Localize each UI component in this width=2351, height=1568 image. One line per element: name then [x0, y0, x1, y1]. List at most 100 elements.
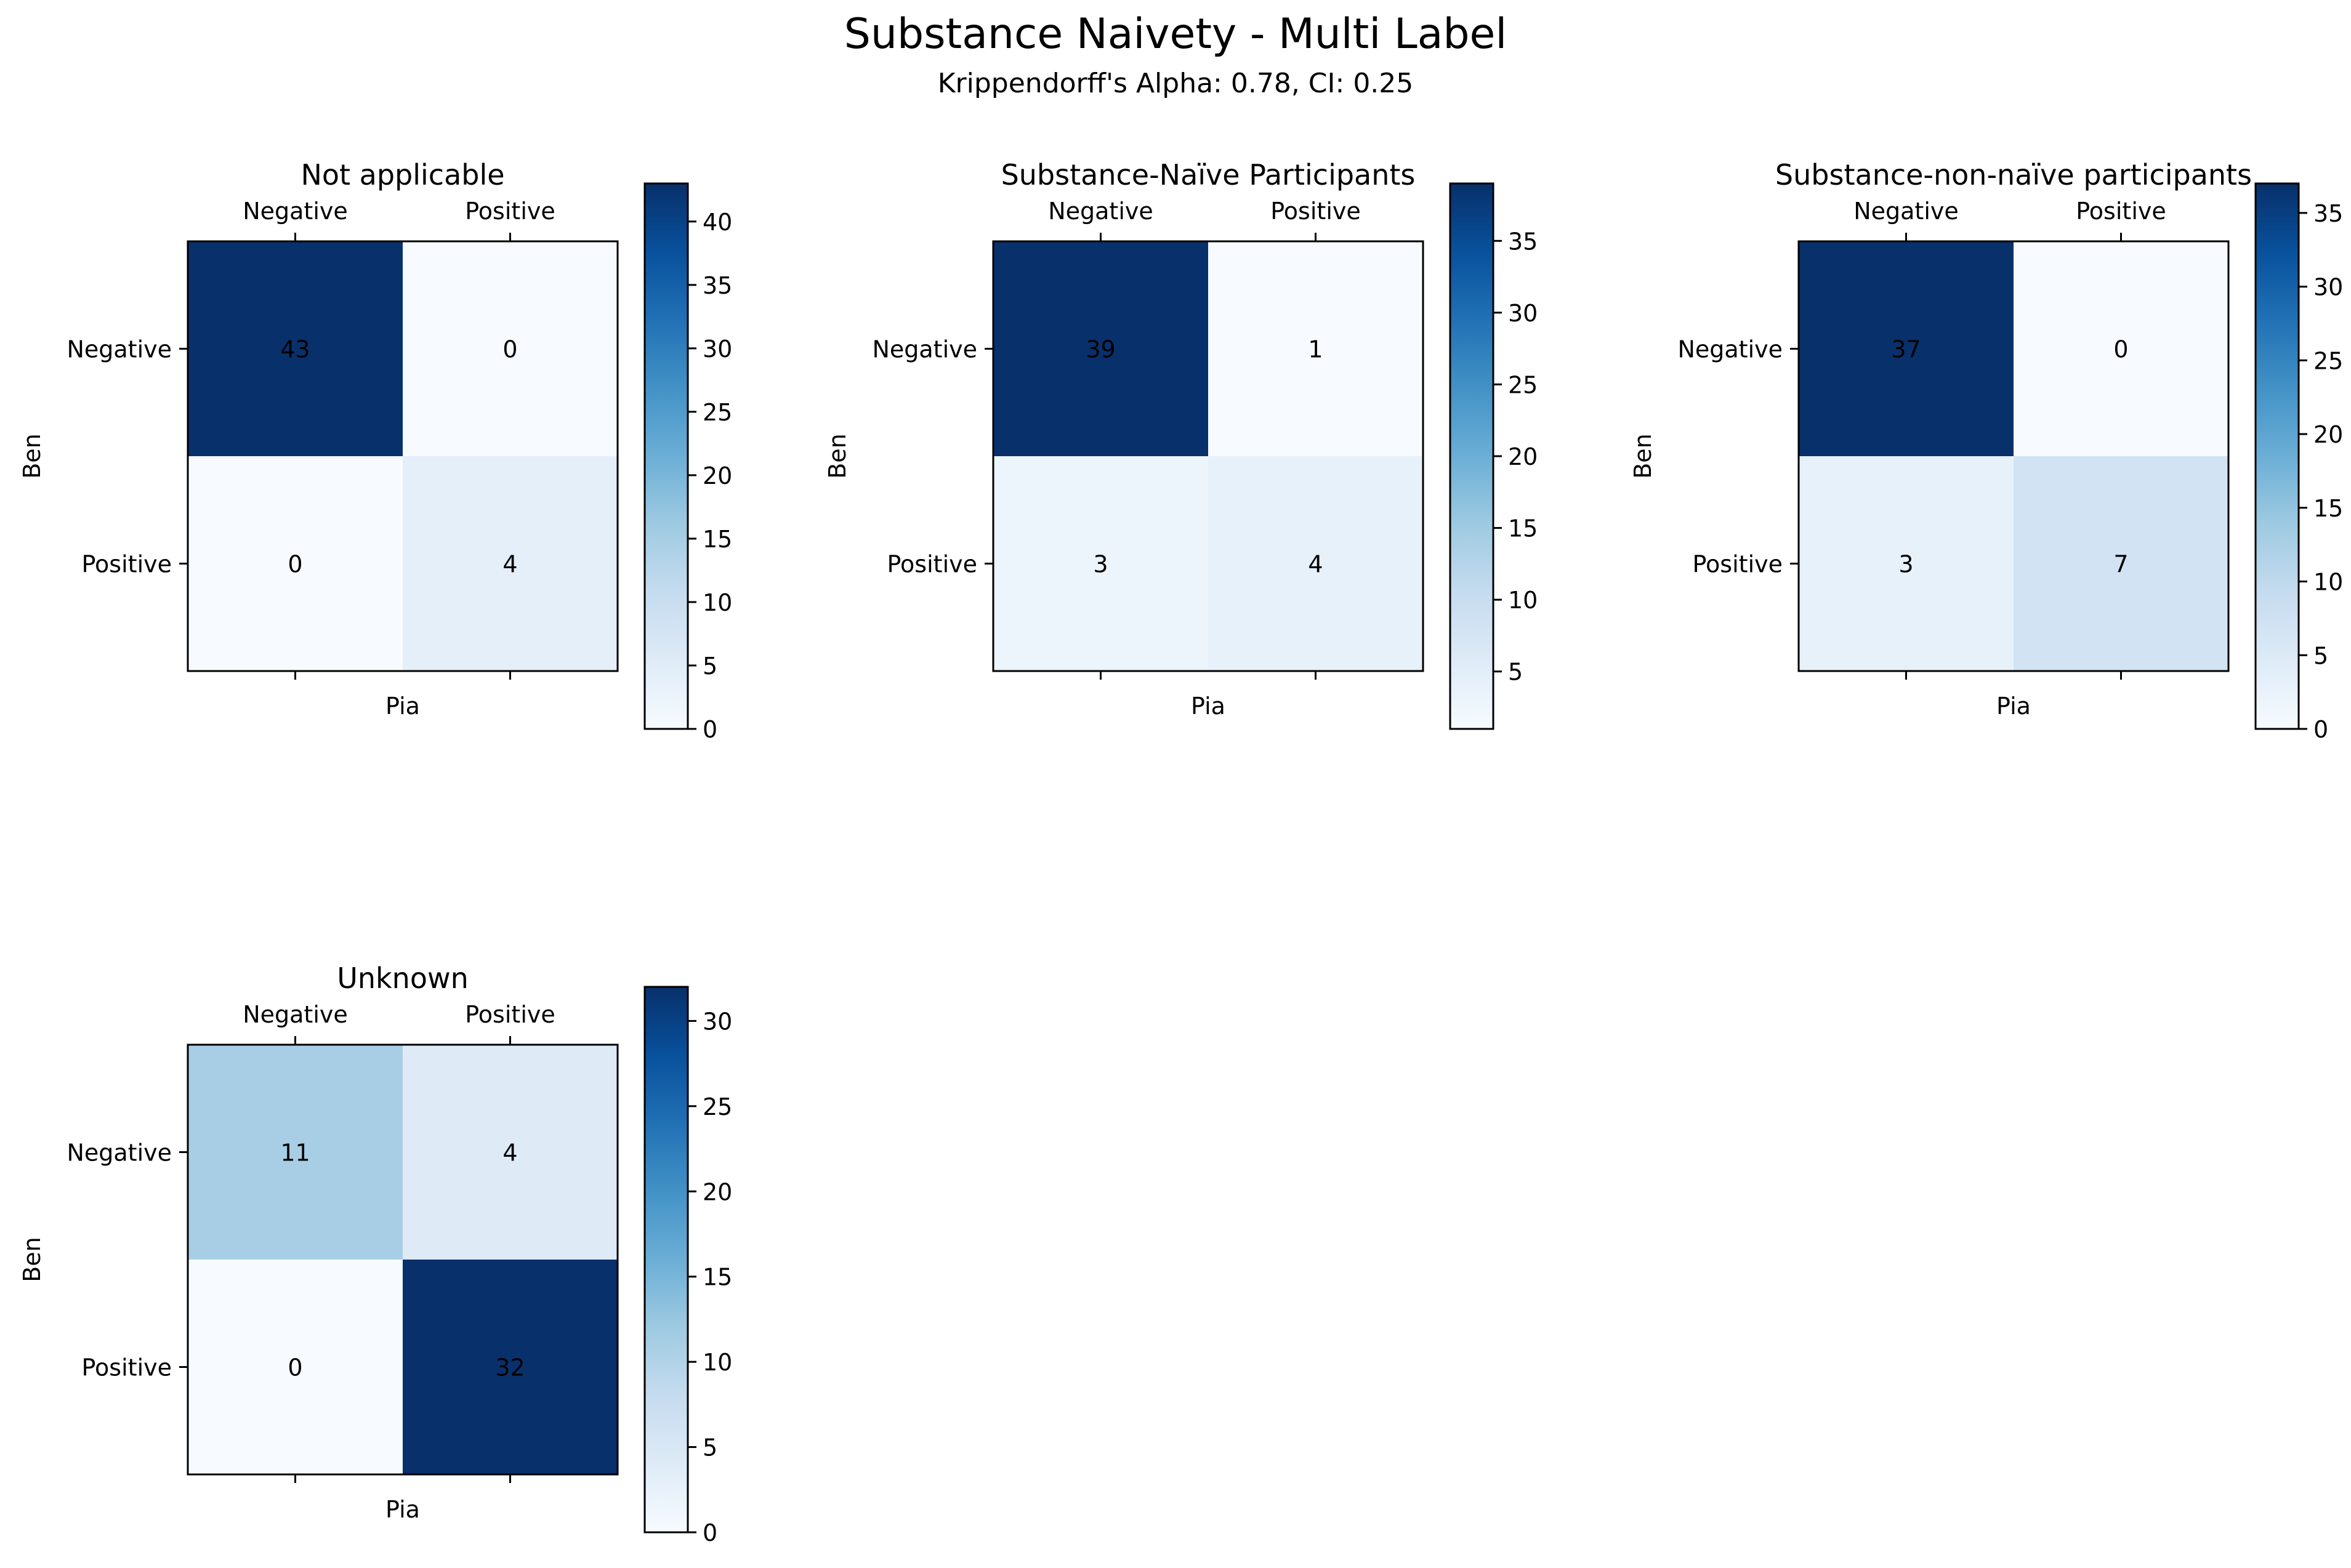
cell-value-label: 7 [2113, 551, 2128, 578]
x-axis-label: Pia [1191, 693, 1225, 720]
heatmap-cell [188, 1045, 403, 1260]
heatmap-cell [188, 456, 403, 671]
colorbar-tick-label: 25 [703, 1093, 732, 1120]
y-axis-label: Ben [18, 433, 46, 479]
heatmap-cell [1799, 241, 2014, 456]
cell-value-label: 1 [1308, 336, 1323, 363]
y-tick-label: Negative [872, 336, 977, 363]
colorbar-tick-label: 10 [2313, 569, 2343, 596]
y-tick-label: Positive [887, 551, 978, 578]
cell-value-label: 3 [1093, 551, 1108, 578]
colorbar-tick-label: 5 [703, 653, 717, 680]
panel-title: Not applicable [300, 158, 504, 191]
heatmap-cell [403, 1260, 618, 1474]
colorbar-tick-label: 30 [703, 1008, 732, 1035]
y-axis-label: Ben [824, 433, 851, 479]
cell-value-label: 4 [502, 551, 517, 578]
colorbar-tick-label: 20 [1508, 443, 1538, 470]
heatmap-cell [188, 241, 403, 456]
colorbar-tick-label: 5 [703, 1434, 717, 1461]
y-tick-label: Positive [1693, 551, 1783, 578]
x-tick-label: Positive [465, 1001, 555, 1028]
colorbar-tick-label: 20 [2313, 421, 2343, 448]
colorbar-tick-label: 25 [1508, 371, 1538, 398]
heatmap-cell [2014, 456, 2228, 671]
y-axis-label: Ben [1629, 433, 1656, 479]
matrix-frame [992, 240, 1424, 672]
heatmap-cell [2014, 241, 2228, 456]
heatmap-cell [403, 456, 618, 671]
figure-subtitle: Krippendorff's Alpha: 0.78, CI: 0.25 [937, 68, 1414, 99]
colorbar [1449, 182, 1494, 730]
colorbar-tick-label: 25 [703, 399, 732, 426]
panel-title: Substance-Naïve Participants [1001, 158, 1416, 191]
cell-value-label: 32 [495, 1354, 525, 1381]
colorbar-tick-label: 30 [703, 336, 732, 363]
x-tick-label: Negative [1853, 198, 1959, 225]
cell-value-label: 37 [1891, 336, 1921, 363]
cell-value-label: 0 [2113, 336, 2128, 363]
colorbar-tick-label: 0 [703, 716, 717, 743]
y-axis-label: Ben [18, 1237, 46, 1282]
colorbar-tick-label: 0 [703, 1519, 717, 1546]
y-tick-label: Negative [67, 336, 172, 363]
colorbar-tick-label: 5 [2313, 642, 2328, 669]
cell-value-label: 0 [288, 1354, 302, 1381]
y-tick-label: Positive [82, 551, 172, 578]
colorbar-tick-label: 10 [703, 1349, 732, 1376]
colorbar-tick-label: 15 [703, 526, 732, 553]
colorbar-tick-label: 20 [703, 462, 732, 489]
colorbar-tick-label: 40 [703, 209, 732, 236]
heatmap-panel-1: Not applicable 43 0 0 4 Negative Positive Negat… [18, 158, 732, 743]
heatmap-cell [403, 1045, 618, 1260]
colorbar-tick-label: 30 [2313, 274, 2343, 301]
colorbar-tick-label: 10 [703, 589, 732, 616]
cell-value-label: 43 [280, 336, 310, 363]
x-axis-label: Pia [385, 693, 420, 720]
heatmap-panel-4: Unknown 11 4 0 32 Negative Positive Negative Pos… [18, 962, 732, 1546]
colorbar [643, 986, 689, 1534]
x-tick-label: Positive [465, 198, 555, 225]
colorbar-tick-label: 10 [1508, 587, 1538, 614]
heatmap-cell [1208, 241, 1423, 456]
x-tick-label: Negative [243, 198, 348, 225]
panel-title: Unknown [337, 962, 469, 995]
heatmap-cell [1799, 456, 2014, 671]
panel-title: Substance-non-naïve participants [1775, 158, 2252, 191]
x-tick-label: Negative [1048, 198, 1153, 225]
x-axis-label: Pia [1996, 693, 2031, 720]
colorbar [2254, 182, 2300, 730]
y-tick-label: Negative [1677, 336, 1783, 363]
matrix-frame [187, 1043, 619, 1476]
colorbar-tick-label: 15 [1508, 515, 1538, 542]
figure-title: Substance Naivety - Multi Label [844, 10, 1507, 58]
matrix-frame [187, 240, 619, 672]
colorbar-tick-label: 5 [1508, 659, 1523, 686]
colorbar-tick-label: 20 [703, 1178, 732, 1205]
colorbar-tick-label: 25 [2313, 347, 2343, 374]
cell-value-label: 4 [1308, 551, 1323, 578]
colorbar-tick-label: 35 [1508, 228, 1538, 255]
matrix-frame [1797, 240, 2230, 672]
colorbar-tick-label: 15 [703, 1264, 732, 1291]
colorbar-tick-label: 35 [703, 272, 732, 299]
x-axis-label: Pia [385, 1496, 420, 1523]
colorbar-tick-label: 0 [2313, 716, 2328, 743]
y-tick-label: Positive [82, 1354, 172, 1381]
y-tick-label: Negative [67, 1140, 172, 1167]
x-tick-label: Negative [243, 1001, 348, 1028]
heatmap-cell [1208, 456, 1423, 671]
colorbar-tick-label: 35 [2313, 200, 2343, 227]
cell-value-label: 0 [288, 551, 302, 578]
cell-value-label: 3 [1898, 551, 1913, 578]
colorbar-tick-label: 30 [1508, 300, 1538, 327]
cell-value-label: 39 [1086, 336, 1115, 363]
cell-value-label: 11 [280, 1140, 310, 1167]
heatmap-cell [188, 1260, 403, 1474]
colorbar [643, 182, 689, 730]
x-tick-label: Positive [2076, 198, 2166, 225]
heatmap-cell [993, 456, 1208, 671]
